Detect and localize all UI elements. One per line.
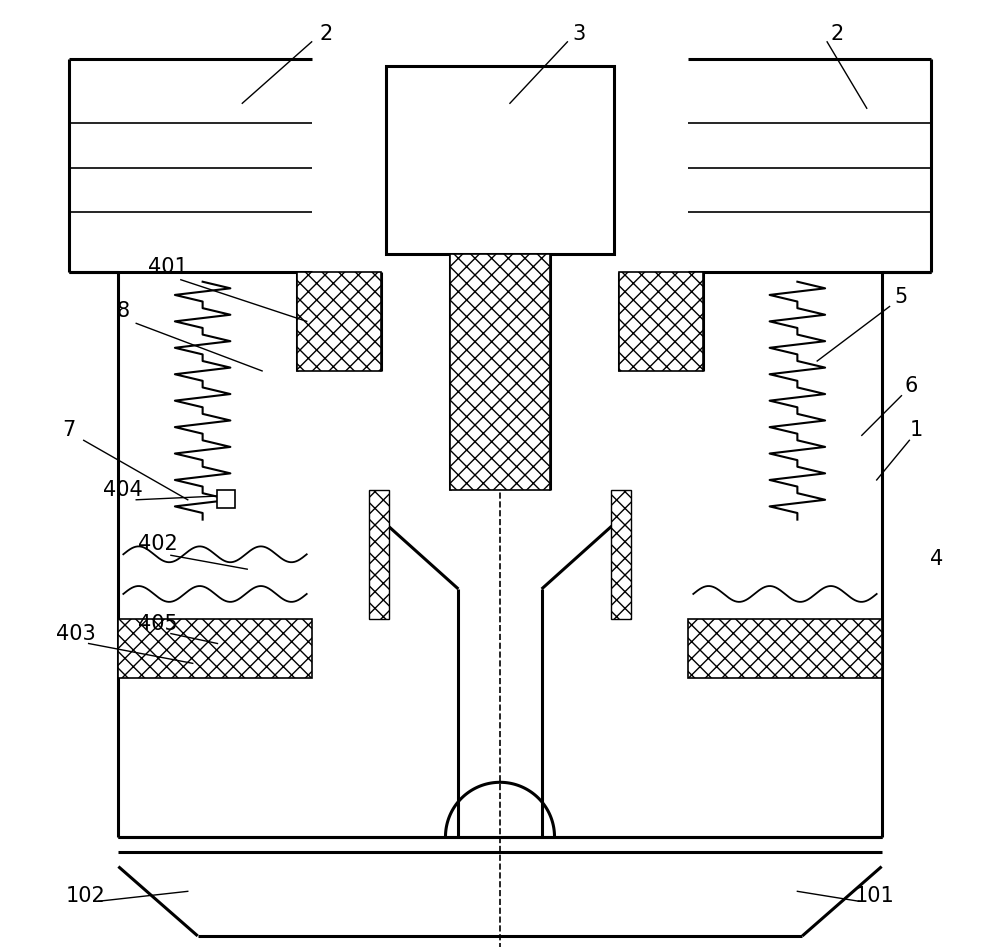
- Text: 8: 8: [117, 301, 130, 321]
- Bar: [688, 619, 882, 678]
- Text: 403: 403: [56, 624, 96, 644]
- Text: 402: 402: [138, 534, 178, 554]
- Bar: [611, 490, 631, 619]
- Text: 2: 2: [830, 24, 844, 44]
- Bar: [217, 490, 235, 508]
- Text: 2: 2: [320, 24, 333, 44]
- Text: 7: 7: [62, 420, 75, 440]
- Text: 405: 405: [138, 613, 178, 633]
- Text: 5: 5: [895, 286, 908, 306]
- Bar: [619, 272, 703, 371]
- Bar: [369, 490, 389, 619]
- Text: 1: 1: [910, 420, 923, 440]
- Text: 102: 102: [66, 886, 106, 906]
- Bar: [386, 66, 614, 254]
- Text: 4: 4: [930, 550, 943, 570]
- Bar: [118, 619, 312, 678]
- Text: 6: 6: [905, 376, 918, 396]
- Text: 401: 401: [148, 257, 188, 277]
- Bar: [450, 254, 550, 490]
- Bar: [297, 272, 381, 371]
- Text: 404: 404: [103, 480, 143, 500]
- Text: 101: 101: [855, 886, 895, 906]
- Text: 3: 3: [573, 24, 586, 44]
